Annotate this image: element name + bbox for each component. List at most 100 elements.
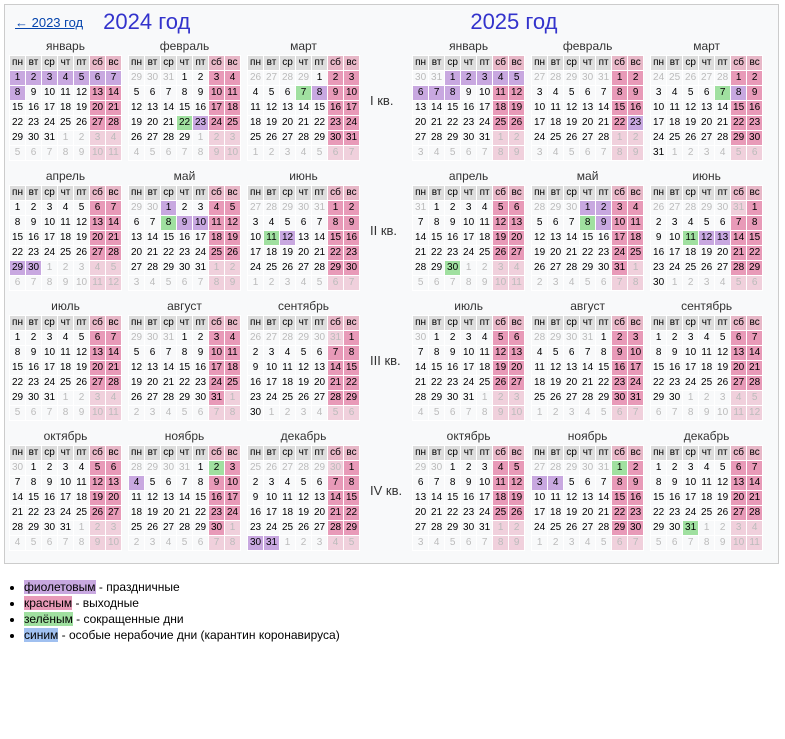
day-cell: 27	[296, 261, 312, 276]
day-cell: 19	[493, 231, 509, 246]
day-cell: 27	[145, 391, 161, 406]
quarter-label: III кв.	[370, 353, 401, 368]
day-cell: 28	[747, 506, 763, 521]
day-cell: 3	[312, 536, 328, 551]
day-cell: 6	[129, 216, 145, 231]
day-cell: 3	[280, 146, 296, 161]
day-cell: 5	[580, 276, 596, 291]
day-cell: 23	[596, 246, 612, 261]
day-cell: 17	[42, 231, 58, 246]
day-cell: 29	[177, 131, 193, 146]
day-cell: 28	[280, 71, 296, 86]
day-cell: 2	[548, 406, 564, 421]
day-cell: 23	[248, 521, 264, 536]
weekday-header: пт	[477, 446, 493, 461]
day-cell: 7	[161, 86, 177, 101]
day-cell: 12	[493, 216, 509, 231]
day-cell: 17	[42, 361, 58, 376]
weekday-header: чт	[58, 186, 74, 201]
day-cell: 16	[445, 361, 461, 376]
day-cell: 1	[58, 391, 74, 406]
day-cell: 25	[699, 376, 715, 391]
day-cell: 17	[264, 506, 280, 521]
day-cell: 10	[74, 276, 90, 291]
day-cell: 13	[580, 101, 596, 116]
day-cell: 11	[477, 216, 493, 231]
day-cell: 3	[683, 461, 699, 476]
day-cell: 14	[106, 346, 122, 361]
day-cell: 26	[564, 131, 580, 146]
day-cell: 25	[58, 116, 74, 131]
day-cell: 9	[209, 146, 225, 161]
day-cell: 25	[280, 391, 296, 406]
weekday-header: пн	[10, 56, 26, 71]
day-cell: 5	[596, 536, 612, 551]
day-cell: 2	[26, 71, 42, 86]
day-cell: 21	[715, 116, 731, 131]
day-cell: 12	[74, 216, 90, 231]
day-cell: 19	[145, 506, 161, 521]
day-cell: 3	[461, 331, 477, 346]
day-cell: 28	[747, 376, 763, 391]
day-cell: 1	[580, 201, 596, 216]
prev-year-link[interactable]: ← 2023 год	[15, 15, 83, 30]
day-cell: 27	[280, 131, 296, 146]
day-cell: 3	[264, 346, 280, 361]
day-cell: 29	[312, 461, 328, 476]
day-cell: 6	[445, 406, 461, 421]
day-cell: 7	[296, 86, 312, 101]
weekday-header: ср	[42, 316, 58, 331]
day-cell: 8	[612, 146, 628, 161]
weekday-header: пт	[193, 56, 209, 71]
day-cell: 10	[509, 406, 525, 421]
day-cell: 13	[90, 346, 106, 361]
day-cell: 20	[564, 376, 580, 391]
day-cell: 1	[731, 71, 747, 86]
day-cell: 31	[42, 391, 58, 406]
day-cell: 3	[493, 261, 509, 276]
day-cell: 30	[461, 521, 477, 536]
day-cell: 20	[90, 361, 106, 376]
day-cell: 6	[328, 146, 344, 161]
day-cell: 26	[74, 246, 90, 261]
day-cell: 20	[413, 506, 429, 521]
day-cell: 5	[26, 536, 42, 551]
month-block: февральпнвтсрчтптсбвс2728293031123456789…	[531, 39, 644, 161]
day-cell: 28	[161, 131, 177, 146]
day-cell: 14	[429, 491, 445, 506]
day-cell: 30	[328, 461, 344, 476]
weekday-header: пн	[129, 56, 145, 71]
weekday-header: вт	[548, 316, 564, 331]
day-cell: 24	[683, 506, 699, 521]
day-cell: 10	[477, 86, 493, 101]
day-cell: 1	[667, 276, 683, 291]
weekday-header: вс	[106, 316, 122, 331]
day-cell: 25	[667, 71, 683, 86]
day-cell: 1	[312, 71, 328, 86]
day-cell: 23	[747, 116, 763, 131]
weekday-header: ср	[280, 446, 296, 461]
day-cell: 4	[548, 86, 564, 101]
day-cell: 6	[461, 146, 477, 161]
month-block: сентябрьпнвтсрчтптсбвс123456789101112131…	[650, 299, 763, 421]
day-cell: 5	[715, 461, 731, 476]
day-cell: 27	[532, 71, 548, 86]
day-cell: 5	[74, 201, 90, 216]
day-cell: 20	[106, 491, 122, 506]
day-cell: 30	[145, 71, 161, 86]
day-cell: 1	[612, 461, 628, 476]
day-cell: 1	[628, 261, 644, 276]
day-cell: 25	[225, 116, 241, 131]
month-block: декабрьпнвтсрчтптсбвс2526272829301234567…	[247, 429, 360, 551]
day-cell: 10	[731, 536, 747, 551]
day-cell: 17	[58, 491, 74, 506]
weekday-header: сб	[209, 316, 225, 331]
weekday-header: пн	[248, 446, 264, 461]
day-cell: 2	[683, 146, 699, 161]
month-block: октябрьпнвтсрчтптсбвс2930123456789101112…	[412, 429, 525, 551]
day-cell: 24	[209, 376, 225, 391]
month-table: пнвтсрчтптсбвс26272829123456789101112131…	[247, 55, 360, 161]
day-cell: 23	[651, 261, 667, 276]
day-cell: 12	[747, 406, 763, 421]
day-cell: 24	[209, 116, 225, 131]
